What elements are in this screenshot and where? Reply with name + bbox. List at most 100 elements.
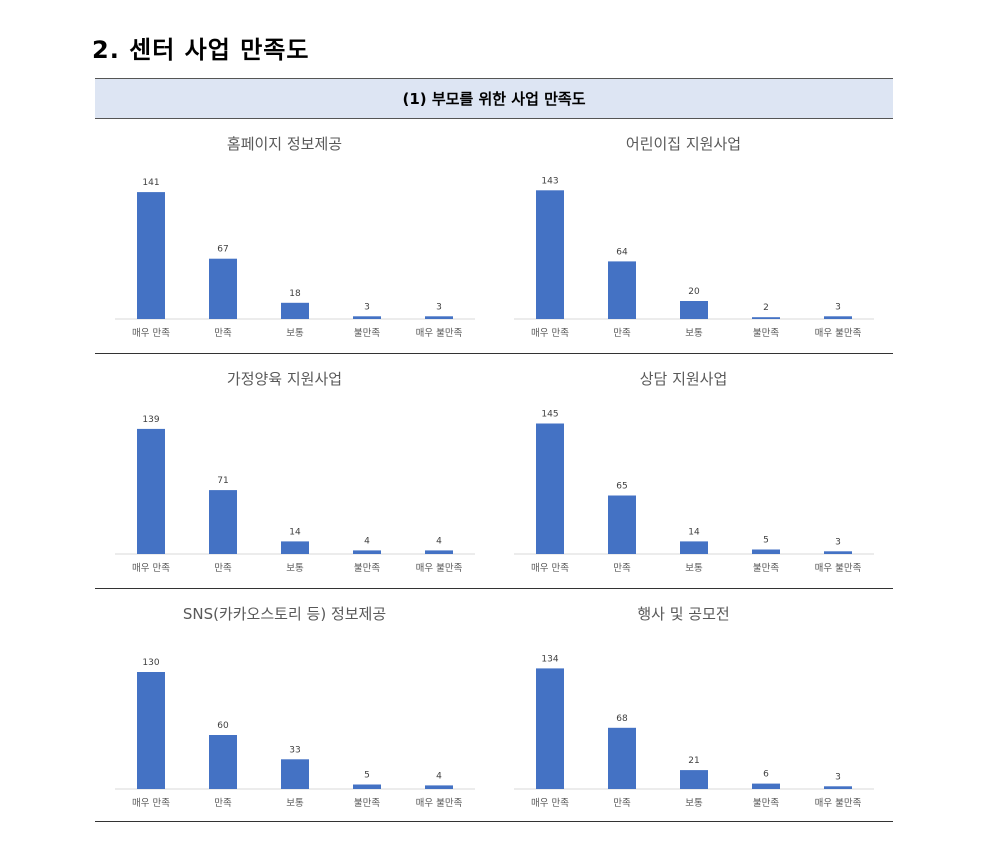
data-label: 18 [289, 289, 301, 299]
category-label: 보통 [286, 798, 304, 809]
category-label: 만족 [613, 798, 631, 809]
chart-svg: 가정양육 지원사업 139 매우 만족 71 만족 14 보통 4 불만족 4 매우 불만족 [115, 370, 475, 574]
chart-svg: 홈페이지 정보제공 141 매우 만족 67 만족 18 보통 3 불만족 3 매우 불만족 [115, 135, 475, 339]
category-label: 매우 불만족 [815, 798, 862, 809]
bar [608, 261, 636, 319]
chart-home-childcare-support: 가정양육 지원사업 139 매우 만족 71 만족 14 보통 4 불만족 4 매우 불만족 [95, 354, 494, 588]
bar [680, 541, 708, 554]
chart-title: 어린이집 지원사업 [626, 135, 741, 153]
bar [824, 316, 852, 319]
category-label: 매우 불만족 [416, 563, 463, 574]
bar [680, 301, 708, 319]
category-label: 불만족 [753, 798, 779, 809]
data-label: 2 [763, 303, 769, 313]
chart-title: 상담 지원사업 [640, 370, 728, 388]
bar [608, 727, 636, 789]
category-label: 매우 불만족 [815, 563, 862, 574]
bar [281, 302, 309, 319]
bar [353, 550, 381, 554]
chart-counseling-support: 상담 지원사업 145 매우 만족 65 만족 14 보통 5 불만족 3 매우 불만족 [494, 354, 893, 588]
category-label: 매우 만족 [132, 328, 170, 339]
category-label: 불만족 [753, 328, 779, 339]
category-label: 불만족 [753, 563, 779, 574]
category-label: 매우 만족 [531, 328, 569, 339]
category-label: 매우 불만족 [416, 798, 463, 809]
bar [752, 783, 780, 789]
data-label: 14 [688, 527, 700, 537]
category-label: 매우 불만족 [416, 328, 463, 339]
category-label: 매우 만족 [531, 563, 569, 574]
category-label: 보통 [685, 563, 703, 574]
bar [281, 759, 309, 789]
category-label: 불만족 [354, 798, 380, 809]
category-label: 만족 [214, 798, 232, 809]
bar [824, 551, 852, 554]
category-label: 매우 만족 [132, 798, 170, 809]
data-label: 71 [217, 476, 228, 486]
data-label: 143 [541, 176, 558, 186]
chart-svg: 행사 및 공모전 134 매우 만족 68 만족 21 보통 6 불만족 3 매우 불만족 [514, 605, 874, 809]
bar [425, 316, 453, 319]
bar [353, 316, 381, 319]
category-label: 보통 [685, 798, 703, 809]
data-label: 5 [364, 771, 370, 781]
category-label: 보통 [286, 563, 304, 574]
section-title: 2. 센터 사업 만족도 [92, 36, 310, 64]
data-label: 4 [364, 536, 370, 546]
category-label: 매우 불만족 [815, 328, 862, 339]
data-label: 3 [835, 537, 841, 547]
chart-svg: 상담 지원사업 145 매우 만족 65 만족 14 보통 5 불만족 3 매우 불만족 [514, 370, 874, 574]
bar [209, 258, 237, 319]
data-label: 130 [142, 658, 159, 668]
bar [824, 786, 852, 789]
data-label: 68 [616, 714, 628, 724]
bar [137, 192, 165, 319]
category-label: 만족 [613, 563, 631, 574]
data-label: 6 [763, 770, 769, 780]
category-label: 매우 만족 [531, 798, 569, 809]
data-label: 145 [541, 410, 558, 420]
chart-title: SNS(카카오스토리 등) 정보제공 [183, 605, 386, 623]
data-label: 141 [142, 178, 159, 188]
data-label: 64 [616, 247, 628, 257]
data-label: 14 [289, 527, 301, 537]
bar [536, 190, 564, 319]
data-label: 65 [616, 482, 627, 492]
data-label: 21 [688, 756, 699, 766]
data-label: 3 [835, 772, 841, 782]
bar [608, 495, 636, 554]
data-label: 134 [541, 654, 558, 664]
chart-svg: 어린이집 지원사업 143 매우 만족 64 만족 20 보통 2 불만족 3 매우 불만족 [514, 135, 874, 339]
bar [353, 784, 381, 789]
data-label: 4 [436, 536, 442, 546]
bar [425, 550, 453, 554]
bar [137, 672, 165, 789]
bar [281, 541, 309, 554]
data-label: 5 [763, 536, 769, 546]
data-label: 3 [835, 302, 841, 312]
bar [536, 668, 564, 789]
bar [209, 735, 237, 789]
data-label: 60 [217, 721, 229, 731]
satisfaction-table: (1) 부모를 위한 사업 만족도 홈페이지 정보제공 141 매우 만족 67 만족 1… [95, 78, 893, 822]
chart-events-contests: 행사 및 공모전 134 매우 만족 68 만족 21 보통 6 불만족 3 매우 불만족 [494, 589, 893, 823]
category-label: 만족 [214, 328, 232, 339]
category-label: 불만족 [354, 328, 380, 339]
chart-title: 홈페이지 정보제공 [227, 135, 342, 153]
data-label: 139 [142, 415, 159, 425]
category-label: 보통 [685, 328, 703, 339]
chart-svg: SNS(카카오스토리 등) 정보제공 130 매우 만족 60 만족 33 보통 5 불만족 4 매… [115, 605, 475, 809]
bar [209, 490, 237, 554]
row-divider [95, 353, 893, 354]
bar [425, 785, 453, 789]
bar [680, 770, 708, 789]
data-label: 3 [436, 302, 442, 312]
chart-sns-info: SNS(카카오스토리 등) 정보제공 130 매우 만족 60 만족 33 보통 5 불만족 4 매… [95, 589, 494, 823]
row-divider [95, 588, 893, 589]
bar [752, 549, 780, 554]
data-label: 67 [217, 245, 228, 255]
data-label: 20 [688, 287, 700, 297]
row-divider [95, 821, 893, 822]
category-label: 만족 [613, 328, 631, 339]
chart-homepage-info: 홈페이지 정보제공 141 매우 만족 67 만족 18 보통 3 불만족 3 매우 불만족 [95, 119, 494, 353]
